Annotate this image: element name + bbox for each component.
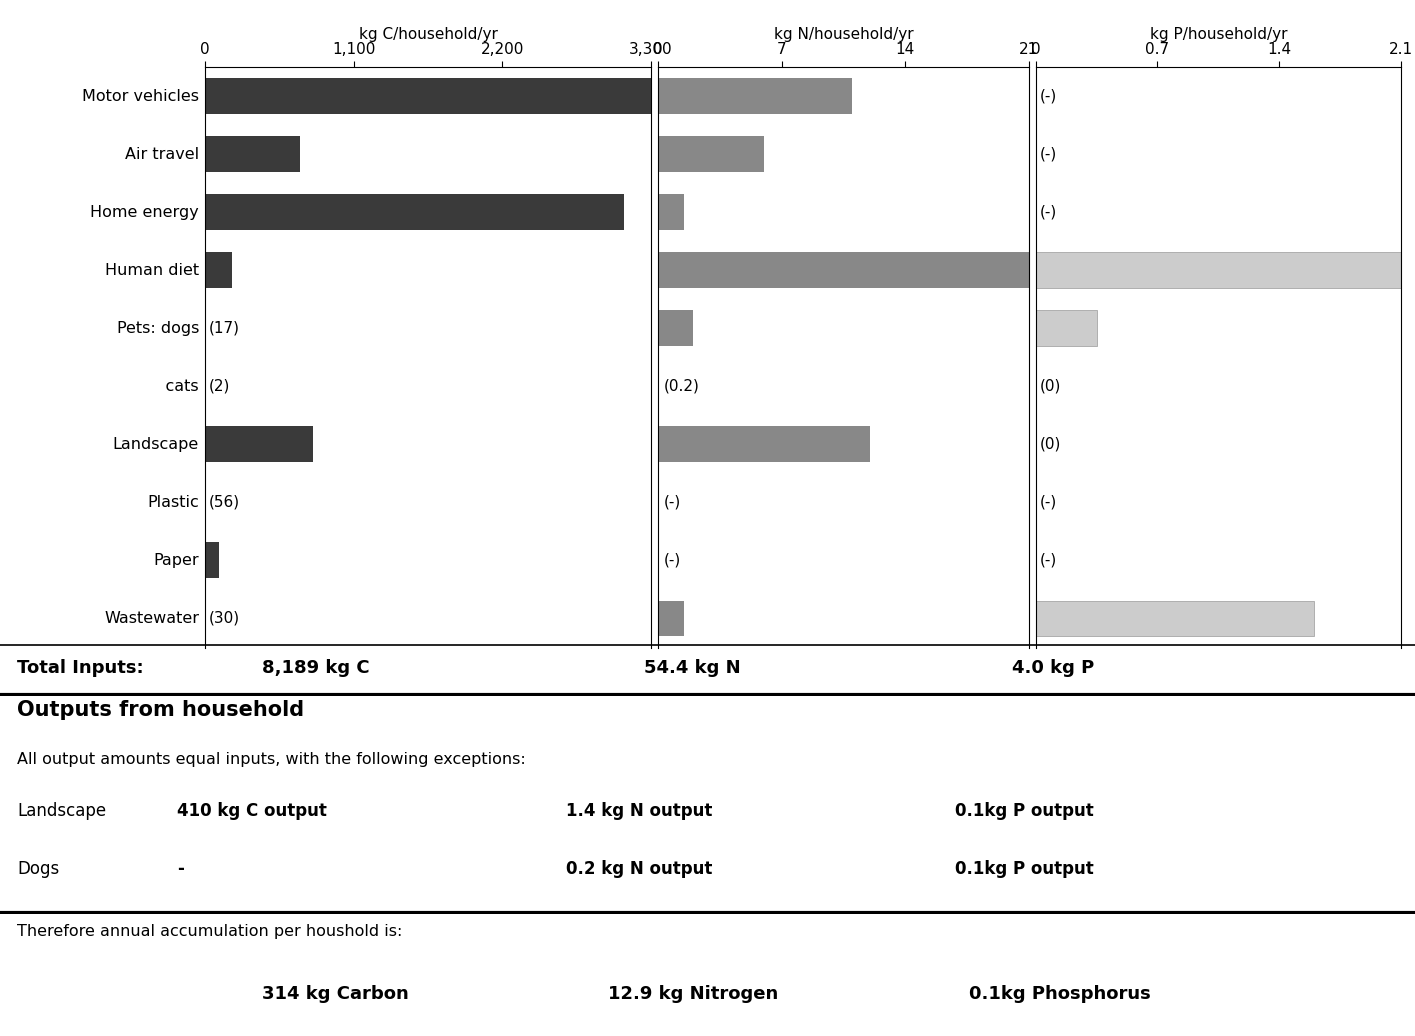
Text: (30): (30) (209, 611, 241, 626)
X-axis label: kg N/household/yr: kg N/household/yr (774, 27, 913, 42)
Text: (-): (-) (1039, 553, 1057, 568)
Text: Outputs from household: Outputs from household (17, 700, 304, 720)
Bar (205, 543, 219, 578)
Text: 410 kg C output: 410 kg C output (177, 802, 327, 819)
Text: (56): (56) (209, 495, 241, 510)
Text: Wastewater: Wastewater (105, 611, 200, 626)
Bar (1036, 311, 1097, 346)
Bar (658, 195, 685, 230)
Text: Total Inputs:: Total Inputs: (17, 660, 143, 678)
Text: (-): (-) (1039, 147, 1057, 162)
Text: All output amounts equal inputs, with the following exceptions:: All output amounts equal inputs, with th… (17, 752, 526, 767)
Text: 1.4 kg N output: 1.4 kg N output (566, 802, 712, 819)
Text: (0): (0) (1039, 437, 1061, 452)
Text: Dogs: Dogs (17, 860, 59, 877)
Text: Inputs to household: Inputs to household (17, 25, 300, 49)
Text: (-): (-) (664, 495, 681, 510)
Text: 8,189 kg C: 8,189 kg C (262, 660, 369, 678)
Text: (-): (-) (1039, 205, 1057, 220)
Text: Plastic: Plastic (147, 495, 200, 510)
Bar (658, 427, 870, 462)
Text: 54.4 kg N: 54.4 kg N (644, 660, 740, 678)
Text: Paper: Paper (153, 553, 200, 568)
Text: 0.1kg Phosphorus: 0.1kg Phosphorus (969, 984, 1150, 1003)
Bar (205, 195, 624, 230)
Text: (-): (-) (664, 553, 681, 568)
Bar (658, 137, 764, 172)
Text: 0.1kg P output: 0.1kg P output (955, 860, 1094, 877)
Bar (658, 253, 1029, 288)
Text: (-): (-) (1039, 89, 1057, 104)
Text: Motor vehicles: Motor vehicles (82, 89, 200, 104)
Bar (658, 601, 685, 636)
X-axis label: kg C/household/yr: kg C/household/yr (358, 27, 498, 42)
Text: Pets: dogs: Pets: dogs (116, 321, 200, 336)
Text: Landscape: Landscape (17, 802, 106, 819)
Text: -: - (177, 860, 184, 877)
Text: (0): (0) (1039, 379, 1061, 394)
Bar (658, 311, 693, 346)
Bar (205, 137, 300, 172)
Bar (205, 79, 651, 114)
Text: Landscape: Landscape (113, 437, 200, 452)
Text: Therefore annual accumulation per houshold is:: Therefore annual accumulation per housho… (17, 923, 402, 939)
Bar (205, 253, 232, 288)
X-axis label: kg P/household/yr: kg P/household/yr (1149, 27, 1288, 42)
Text: 0.2 kg N output: 0.2 kg N output (566, 860, 712, 877)
Text: 314 kg Carbon: 314 kg Carbon (262, 984, 409, 1003)
Bar (1036, 253, 1401, 288)
Text: Home energy: Home energy (91, 205, 200, 220)
Text: 4.0 kg P: 4.0 kg P (1012, 660, 1094, 678)
Text: (-): (-) (1039, 495, 1057, 510)
Bar (658, 79, 852, 114)
Bar (205, 427, 313, 462)
Text: (0.2): (0.2) (664, 379, 699, 394)
Text: 12.9 kg Nitrogen: 12.9 kg Nitrogen (608, 984, 778, 1003)
Text: Human diet: Human diet (105, 263, 200, 278)
Text: (2): (2) (209, 379, 231, 394)
Bar (1036, 601, 1315, 636)
Text: (17): (17) (209, 321, 241, 336)
Text: 0.1kg P output: 0.1kg P output (955, 802, 1094, 819)
Text: cats: cats (146, 379, 200, 394)
Text: Air travel: Air travel (125, 147, 200, 162)
